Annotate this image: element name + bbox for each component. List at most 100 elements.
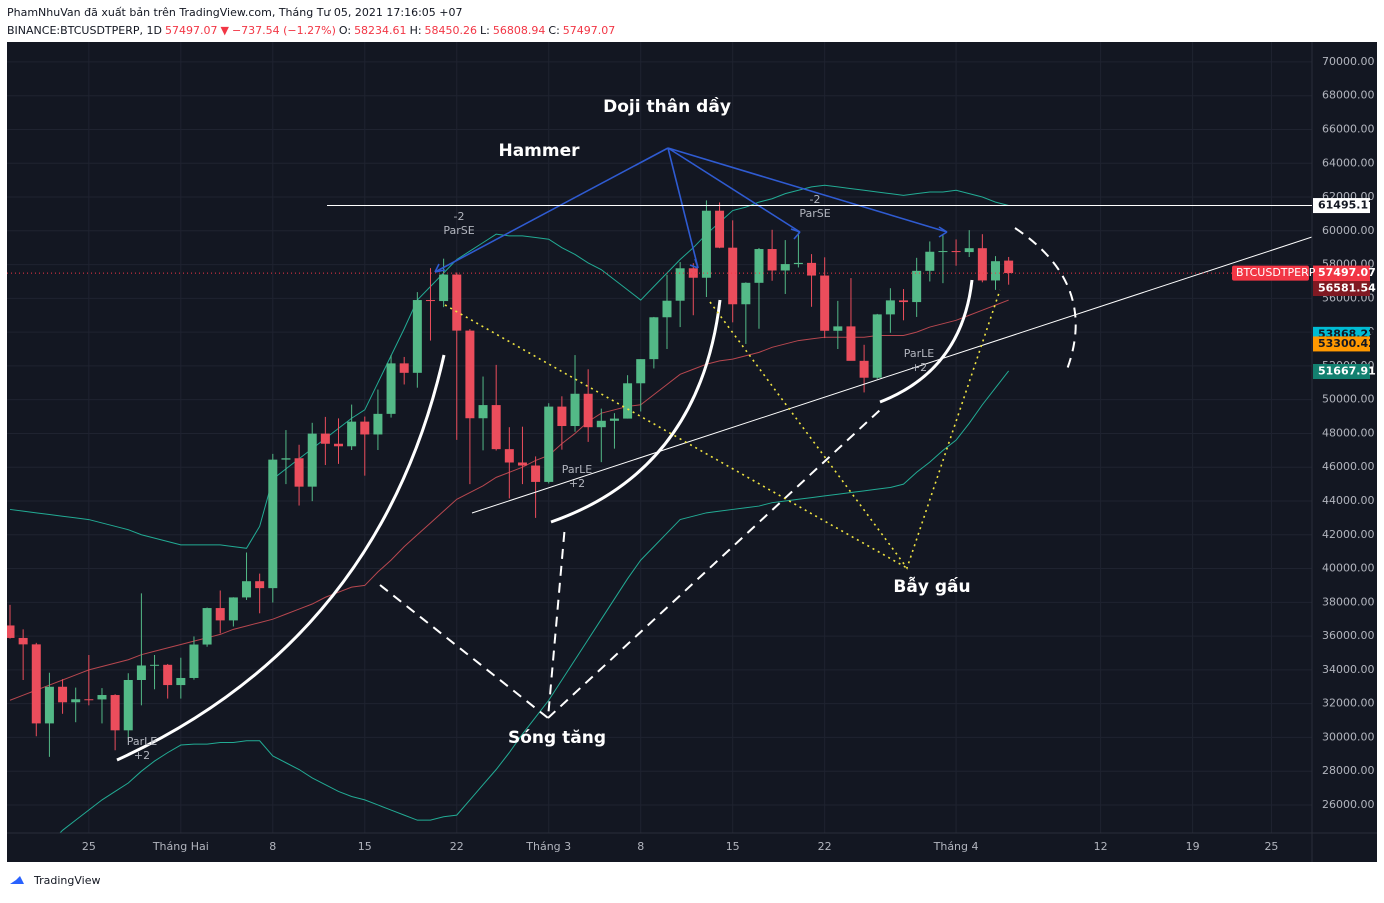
- candle-body: [18, 637, 28, 645]
- candle-body: [136, 665, 146, 681]
- candle-body: [176, 677, 186, 686]
- candle-body: [202, 608, 212, 645]
- y-tick-label: 60000.00: [1322, 224, 1375, 237]
- y-tick-label: 48000.00: [1322, 426, 1375, 439]
- candle-body: [491, 405, 501, 450]
- candle-body: [268, 459, 278, 589]
- y-tick-label: 50000.00: [1322, 393, 1375, 406]
- candle-body: [504, 449, 514, 463]
- candle-body: [557, 406, 567, 427]
- candle-body: [662, 300, 672, 318]
- candle-body: [583, 393, 593, 428]
- x-tick-label: 19: [1186, 840, 1200, 853]
- band-line: [59, 370, 1010, 833]
- candle-body: [163, 664, 173, 686]
- candle-body: [741, 282, 751, 305]
- price-label: 53300.42: [1318, 337, 1376, 350]
- legend-part: ▼: [220, 24, 229, 37]
- candle-body: [31, 644, 41, 724]
- y-tick-label: 64000.00: [1322, 156, 1375, 169]
- legend-part: 58450.26: [425, 24, 478, 37]
- candle-body: [242, 581, 252, 598]
- y-tick-label: 40000.00: [1322, 562, 1375, 575]
- candle-body: [780, 264, 790, 271]
- candle-body: [793, 262, 803, 265]
- candle-body: [215, 608, 225, 621]
- y-tick-label: 30000.00: [1322, 730, 1375, 743]
- candle-body: [255, 581, 265, 589]
- candle-body: [991, 261, 1000, 281]
- candle-body: [123, 680, 133, 731]
- annotation: Bẫy gấu: [893, 575, 970, 597]
- candle-body: [439, 274, 449, 302]
- candle-body: [701, 210, 711, 278]
- candle-body: [465, 330, 475, 419]
- candle-body: [754, 249, 764, 283]
- candle-body: [767, 249, 777, 271]
- candle-body: [872, 314, 882, 378]
- signal-label: +2: [569, 477, 585, 490]
- legend-part: O:: [339, 24, 351, 37]
- signal-label: ParLE: [562, 463, 593, 476]
- candle-body: [294, 458, 304, 487]
- y-tick-label: 42000.00: [1322, 528, 1375, 541]
- candle-body: [399, 363, 409, 373]
- x-tick-label: 15: [358, 840, 372, 853]
- candle-body: [412, 300, 422, 373]
- candle-body: [110, 695, 120, 731]
- y-tick-label: 34000.00: [1322, 663, 1375, 676]
- price-label-box: [1313, 198, 1370, 214]
- price-label: 56581.54: [1318, 282, 1376, 295]
- candle-body: [7, 625, 15, 638]
- signal-label: -2: [454, 210, 465, 223]
- candle-body: [44, 686, 54, 724]
- band-line: [9, 184, 1009, 549]
- candle-body: [425, 300, 435, 302]
- x-tick-label: Tháng Hai: [152, 840, 209, 853]
- candle-body: [977, 248, 987, 281]
- price-label: 61495.17: [1318, 199, 1376, 212]
- brand: TradingView: [33, 874, 100, 887]
- candle-body: [452, 274, 462, 331]
- candle-body: [58, 686, 68, 703]
- y-tick-label: 70000.00: [1322, 55, 1375, 68]
- signal-label: ParLE: [127, 735, 158, 748]
- x-tick-label: 25: [82, 840, 96, 853]
- y-tick-label: 36000.00: [1322, 629, 1375, 642]
- candle-body: [1004, 260, 1014, 274]
- candle-body: [912, 270, 922, 303]
- candle-body: [688, 268, 698, 278]
- legend-part: C:: [548, 24, 559, 37]
- price-label-box: [1313, 336, 1370, 352]
- candle-body: [228, 597, 238, 621]
- price-label-box: [1313, 281, 1370, 297]
- chart-panel: [7, 42, 1377, 862]
- price-label: 51667.91: [1318, 365, 1376, 378]
- candle-body: [885, 300, 895, 315]
- signal-label: +2: [134, 749, 150, 762]
- signal-label: +2: [911, 361, 927, 374]
- candle-body: [544, 406, 554, 482]
- logo: [10, 876, 24, 884]
- candle-body: [334, 443, 343, 447]
- drawings: [116, 147, 1312, 762]
- annotation: Doji thân dầy: [603, 96, 731, 117]
- candle-body: [320, 433, 330, 444]
- price-label: 57497.07: [1318, 266, 1376, 279]
- candle-body: [925, 251, 935, 271]
- y-tick-label: 26000.00: [1322, 798, 1375, 811]
- signal-label: ParSE: [443, 224, 474, 237]
- legend-part: H:: [410, 24, 422, 37]
- candle-body: [189, 644, 199, 678]
- candle-body: [71, 699, 81, 703]
- candle-body: [360, 421, 370, 435]
- candle-body: [833, 326, 843, 331]
- x-tick-label: 22: [818, 840, 832, 853]
- x-tick-label: 25: [1264, 840, 1278, 853]
- candle-body: [517, 462, 527, 466]
- candle-body: [820, 275, 830, 331]
- candle-body: [347, 421, 357, 447]
- x-tick-label: 8: [637, 840, 644, 853]
- candle-body: [570, 393, 580, 427]
- x-tick-label: Tháng 4: [933, 840, 979, 853]
